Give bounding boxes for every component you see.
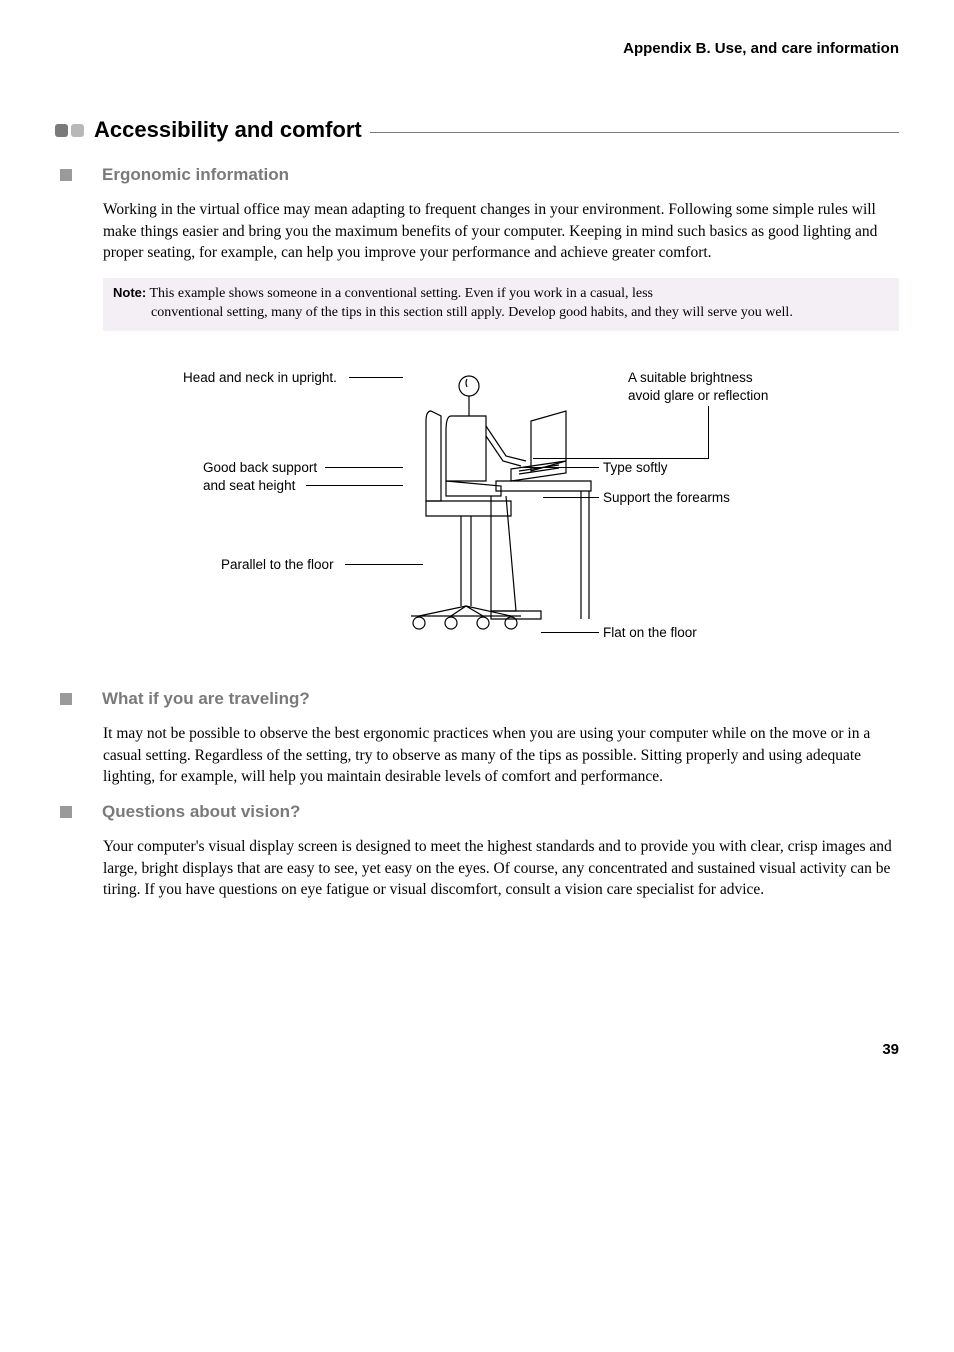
note-box: Note: This example shows someone in a co…	[103, 278, 899, 331]
diagram-label-text: avoid glare or reflection	[628, 388, 768, 403]
diagram-label-parallel: Parallel to the floor	[221, 556, 334, 574]
dot-icon	[71, 124, 84, 137]
section-title: Accessibility and comfort	[94, 117, 362, 143]
leader-line	[306, 485, 403, 486]
diagram-label-forearms: Support the forearms	[603, 489, 730, 507]
dot-icon	[55, 124, 68, 137]
diagram-label-flat: Flat on the floor	[603, 624, 697, 642]
note-label: Note:	[113, 285, 146, 300]
subsection-title: Ergonomic information	[102, 165, 289, 185]
diagram-label-text: A suitable brightness	[628, 370, 753, 385]
square-icon	[60, 169, 72, 181]
note-text: This example shows someone in a conventi…	[146, 286, 653, 301]
diagram-label-back: Good back support and seat height	[203, 459, 317, 495]
section-title-row: Accessibility and comfort	[0, 117, 899, 143]
diagram-label-type: Type softly	[603, 459, 668, 477]
diagram-label-brightness: A suitable brightness avoid glare or ref…	[628, 369, 768, 405]
running-header: Appendix B. Use, and care information	[55, 40, 899, 57]
diagram-label-text: Good back support	[203, 460, 317, 475]
subsection-title: What if you are traveling?	[102, 689, 310, 709]
subsection-title: Questions about vision?	[102, 802, 300, 822]
subsection-row: What if you are traveling?	[55, 689, 899, 709]
square-icon	[60, 693, 72, 705]
body-paragraph: It may not be possible to observe the be…	[103, 723, 899, 788]
diagram-label-head: Head and neck in upright.	[183, 369, 337, 387]
section-dots	[55, 124, 84, 137]
subsection-row: Ergonomic information	[55, 165, 899, 185]
page-number: 39	[55, 1041, 899, 1058]
ergonomic-diagram: Head and neck in upright. Good back supp…	[103, 351, 899, 661]
body-paragraph: Working in the virtual office may mean a…	[103, 199, 899, 264]
section-rule	[370, 132, 899, 133]
square-icon	[60, 806, 72, 818]
ergonomic-figure-icon	[391, 361, 611, 651]
note-text: conventional setting, many of the tips i…	[151, 304, 889, 323]
body-paragraph: Your computer's visual display screen is…	[103, 836, 899, 901]
subsection-row: Questions about vision?	[55, 802, 899, 822]
diagram-label-text: and seat height	[203, 478, 295, 493]
leader-line	[708, 406, 709, 458]
